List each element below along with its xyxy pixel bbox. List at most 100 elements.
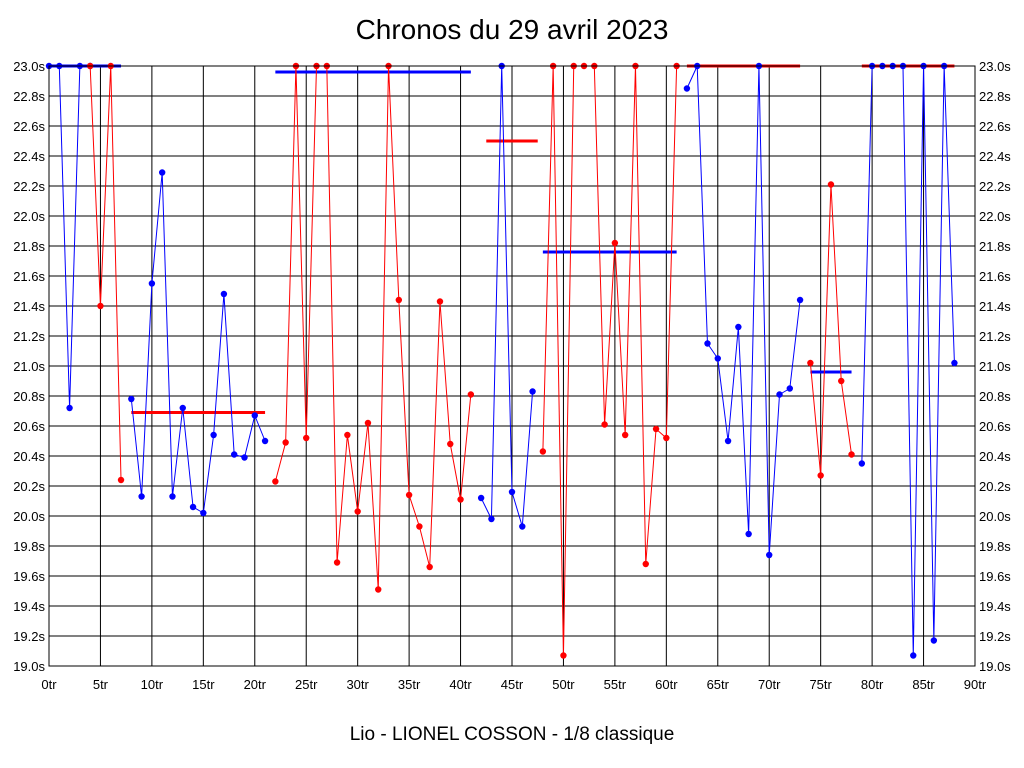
- data-point: [786, 385, 793, 392]
- series-line: [274, 65, 472, 590]
- y-tick-label-right: 21.2s: [979, 329, 1011, 344]
- data-point: [735, 323, 742, 331]
- y-tick-label-left: 21.8s: [13, 239, 45, 254]
- y-tick-label-left: 22.8s: [13, 89, 45, 104]
- y-tick-label-left: 22.0s: [13, 209, 45, 224]
- data-point: [375, 586, 382, 593]
- y-tick-label-left: 23.0s: [13, 59, 45, 74]
- data-point: [251, 412, 258, 419]
- data-point: [858, 460, 866, 467]
- series-line: [130, 172, 266, 514]
- axis-ticks: 0tr 5tr 10tr 15tr 20tr 25tr 30tr 35tr 40tr 45tr 50…: [13, 59, 1011, 692]
- data-point: [652, 425, 660, 433]
- data-point: [128, 395, 135, 403]
- data-point: [807, 359, 814, 367]
- x-tick-label: 0tr: [41, 677, 57, 692]
- data-point: [416, 523, 423, 530]
- data-point: [117, 476, 125, 484]
- data-point: [200, 509, 207, 517]
- y-tick-label-right: 19.6s: [979, 569, 1011, 584]
- data-point: [488, 515, 495, 523]
- data-point: [231, 451, 238, 458]
- data-point: [951, 359, 958, 367]
- y-tick-label-right: 22.0s: [979, 209, 1011, 224]
- x-tick-label: 40tr: [449, 677, 472, 692]
- data-point: [560, 652, 567, 659]
- data-point: [169, 493, 176, 500]
- series-line: [861, 65, 955, 656]
- y-tick-label-right: 20.0s: [979, 509, 1011, 524]
- data-point: [158, 169, 166, 176]
- data-point: [303, 434, 310, 442]
- plot-frame: [48, 65, 976, 667]
- y-tick-label-right: 19.2s: [979, 629, 1011, 644]
- data-point: [611, 239, 619, 247]
- data-point: [930, 637, 938, 644]
- y-tick-label-left: 19.0s: [13, 659, 45, 674]
- x-tick-label: 65tr: [707, 677, 730, 692]
- y-tick-label-right: 19.0s: [979, 659, 1011, 674]
- data-point: [796, 296, 804, 304]
- y-tick-label-right: 21.8s: [979, 239, 1011, 254]
- data-point: [766, 551, 773, 559]
- y-tick-label-right: 21.0s: [979, 359, 1011, 374]
- data-point: [848, 451, 855, 458]
- data-point: [447, 440, 454, 448]
- data-point: [519, 523, 526, 530]
- data-point: [838, 377, 845, 385]
- data-point: [714, 355, 721, 362]
- y-tick-label-right: 20.4s: [979, 449, 1011, 464]
- data-point: [426, 563, 433, 571]
- data-point: [179, 404, 186, 412]
- x-tick-label: 35tr: [398, 677, 421, 692]
- data-point: [189, 503, 197, 511]
- x-tick-label: 75tr: [809, 677, 832, 692]
- x-tick-label: 45tr: [501, 677, 524, 692]
- data-point: [621, 431, 629, 439]
- y-tick-label-right: 23.0s: [979, 59, 1011, 74]
- data-point: [272, 478, 279, 485]
- series-line: [89, 65, 122, 481]
- x-tick-label: 20tr: [244, 677, 267, 692]
- x-tick-label: 30tr: [346, 677, 369, 692]
- y-tick-label-left: 19.8s: [13, 539, 45, 554]
- y-tick-label-right: 22.2s: [979, 179, 1011, 194]
- x-tick-label: 50tr: [552, 677, 575, 692]
- y-tick-label-right: 22.6s: [979, 119, 1011, 134]
- y-tick-label-right: 22.4s: [979, 149, 1011, 164]
- series-lines: [45, 62, 958, 659]
- x-tick-label: 55tr: [604, 677, 627, 692]
- series-line: [480, 65, 534, 527]
- y-tick-label-left: 22.6s: [13, 119, 45, 134]
- y-tick-label-left: 19.6s: [13, 569, 45, 584]
- y-tick-label-right: 22.8s: [979, 89, 1011, 104]
- data-point: [241, 454, 248, 461]
- x-tick-label: 85tr: [912, 677, 935, 692]
- y-tick-label-left: 22.2s: [13, 179, 45, 194]
- data-point: [663, 434, 670, 442]
- data-point: [436, 298, 444, 305]
- data-point: [827, 181, 835, 188]
- data-point: [395, 296, 403, 304]
- data-point: [364, 419, 372, 427]
- average-lines: [49, 64, 955, 414]
- data-point: [508, 488, 516, 496]
- data-point: [910, 652, 917, 659]
- data-point: [539, 448, 547, 455]
- data-point: [683, 85, 691, 92]
- y-tick-label-right: 20.6s: [979, 419, 1011, 434]
- x-tick-label: 10tr: [141, 677, 164, 692]
- y-tick-label-left: 20.6s: [13, 419, 45, 434]
- data-point: [405, 491, 413, 499]
- series-line: [542, 65, 678, 656]
- y-tick-label-right: 21.6s: [979, 269, 1011, 284]
- data-point: [704, 340, 711, 347]
- data-point: [220, 290, 228, 298]
- data-point: [261, 437, 269, 445]
- chart-subtitle: Lio - LIONEL COSSON - 1/8 classique: [349, 724, 675, 745]
- y-tick-label-left: 19.2s: [13, 629, 45, 644]
- data-point: [457, 496, 464, 503]
- y-tick-label-right: 20.8s: [979, 389, 1011, 404]
- y-tick-label-right: 19.8s: [979, 539, 1011, 554]
- x-tick-label: 60tr: [655, 677, 678, 692]
